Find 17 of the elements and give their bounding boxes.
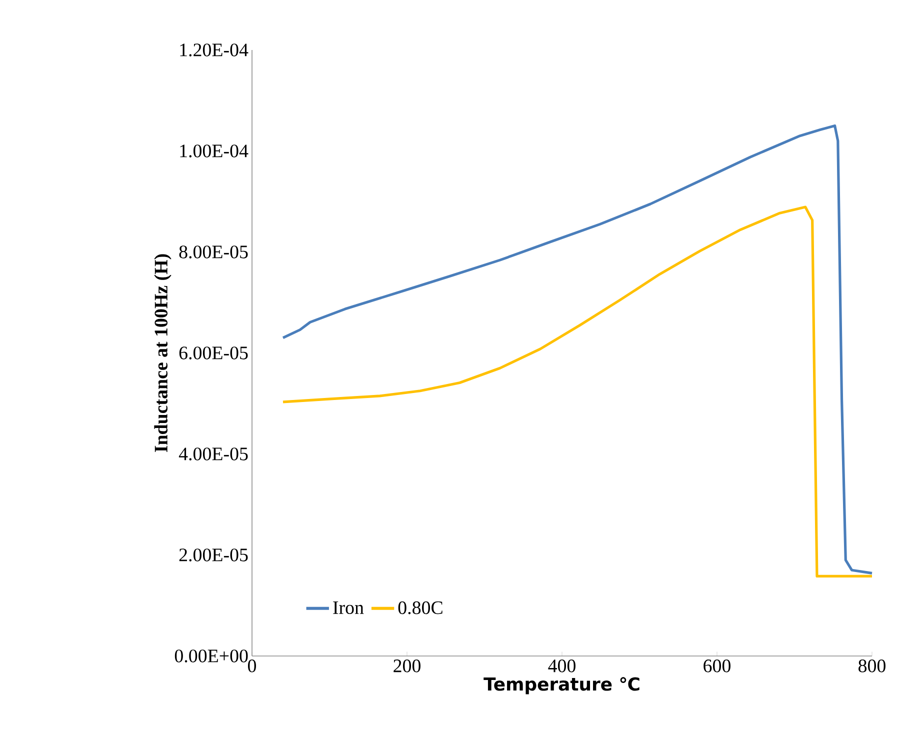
line-series <box>282 124 874 574</box>
y-tick-label: 6.00E-05 <box>179 346 248 360</box>
y-tick-label: 1.00E-04 <box>180 144 248 158</box>
y-tick-label: 2.00E-05 <box>179 548 248 562</box>
legend-label: Iron <box>333 601 364 614</box>
y-axis-title: Inductance at 100Hz (H) <box>154 254 172 452</box>
x-axis-title: Temperature ℃ <box>484 677 640 694</box>
y-tick-label: 1.20E-04 <box>180 44 248 56</box>
y-tick-label: 8.00E-05 <box>179 246 248 258</box>
x-tick-label: 800 <box>858 660 886 672</box>
y-tick-label: 0.00E+00 <box>174 650 248 662</box>
x-tick-label: 0 <box>248 660 256 672</box>
x-tick-label: 400 <box>548 660 576 672</box>
y-tick-label: 4.00E-05 <box>178 448 248 460</box>
x-tick-label: 200 <box>394 660 420 672</box>
legend-label: 0.80C <box>398 601 442 614</box>
x-tick-label: 600 <box>704 660 730 672</box>
